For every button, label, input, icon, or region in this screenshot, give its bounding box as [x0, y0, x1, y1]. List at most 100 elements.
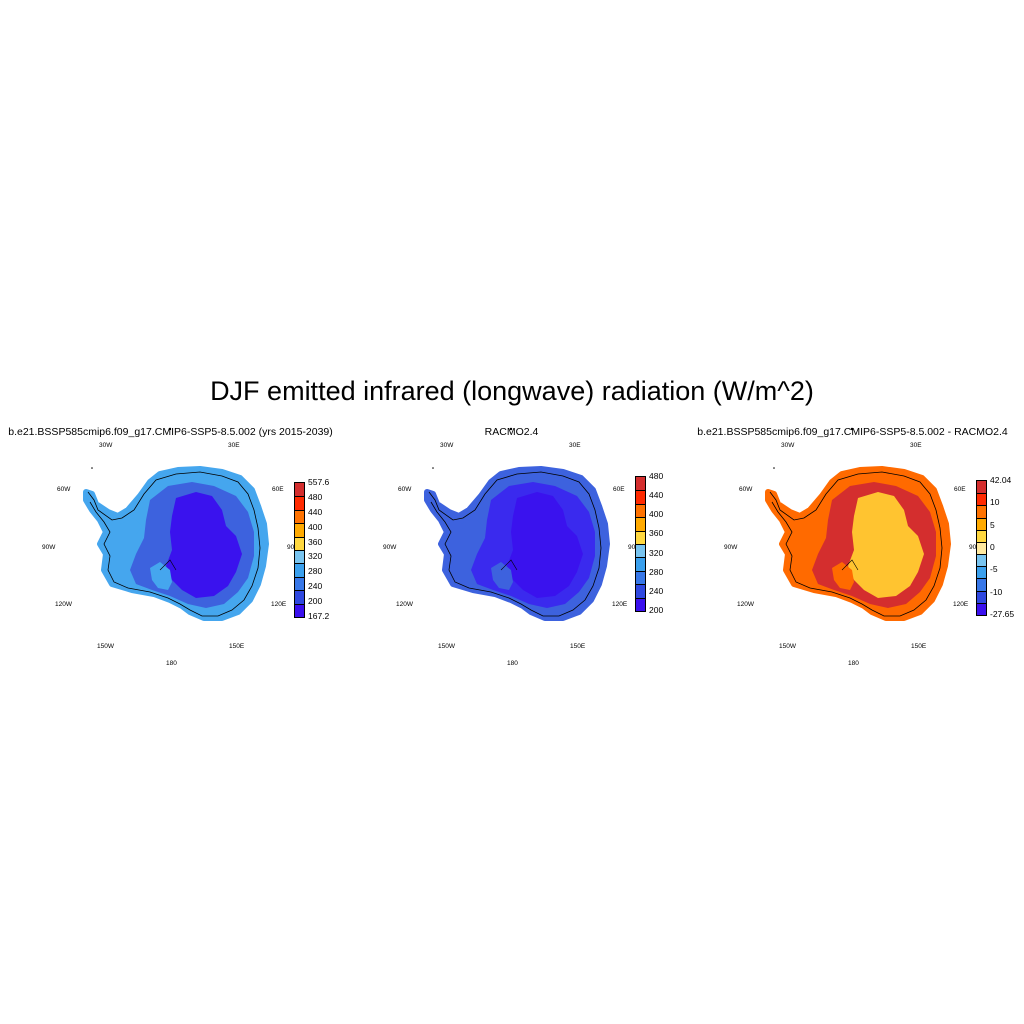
- colorbar-swatch: [635, 596, 646, 612]
- colorbar-swatch: [635, 476, 646, 492]
- colorbar-tick-label: 42.04: [990, 475, 1012, 485]
- ronne-ice-shelf: [120, 518, 142, 534]
- ross-ice-shelf: [150, 562, 172, 590]
- pole-marker: [168, 427, 172, 431]
- ronne-ice-shelf: [461, 518, 483, 534]
- lon-label-30e: 30E: [228, 442, 240, 449]
- colorbar-tick-label: 240: [649, 585, 664, 596]
- lon-label-90e: 90E: [628, 544, 640, 551]
- lon-label-120w: 120W: [737, 601, 754, 608]
- map-corner-marker: [773, 467, 775, 469]
- lon-label-120w: 120W: [55, 601, 72, 608]
- ross-ice-shelf: [491, 562, 513, 590]
- colorbar-swatch: [635, 583, 646, 599]
- lon-label-60w: 60W: [57, 486, 71, 493]
- lon-label-150e: 150E: [229, 643, 245, 650]
- colorbar-tick-label: 240: [308, 581, 323, 592]
- colorbar-swatch: [294, 602, 305, 618]
- colorbar-tick-label: 200: [649, 605, 664, 615]
- lon-label-90w: 90W: [42, 544, 56, 551]
- lon-label-60w: 60W: [398, 486, 412, 493]
- lon-label-30e: 30E: [569, 442, 581, 449]
- lon-label-150w: 150W: [779, 643, 796, 650]
- lon-label-150e: 150E: [911, 643, 927, 650]
- lon-label-30w: 30W: [99, 442, 113, 449]
- ronne-ice-shelf: [802, 518, 824, 534]
- colorbar-swatch: [294, 562, 305, 578]
- colorbar-tick-label: 440: [308, 506, 323, 517]
- colorbar-tick-label: 167.2: [308, 611, 330, 621]
- colorbar-tick-label: 10: [990, 497, 1000, 508]
- lon-label-180: 180: [166, 660, 177, 667]
- lon-label-120w: 120W: [396, 601, 413, 608]
- ice-sheet-interior-region: [848, 492, 924, 598]
- map-panel-model: b.e21.BSSP585cmip6.f09_g17.CMIP6-SSP5-8.…: [0, 420, 341, 670]
- antarctica-map: [424, 427, 610, 621]
- colorbar-tick-label: -27.65: [990, 609, 1015, 619]
- colorbar-swatch: [976, 492, 987, 507]
- lon-label-180: 180: [848, 660, 859, 667]
- colorbar-swatch: [976, 516, 987, 531]
- colorbar-swatch: [635, 489, 646, 505]
- colorbar-swatch: [294, 482, 305, 498]
- grounding-line: [159, 559, 177, 571]
- antarctica-map: [83, 427, 269, 621]
- map-corner-marker: [91, 467, 93, 469]
- colorbar-tick-label: 360: [649, 528, 664, 539]
- coastline: [87, 471, 261, 617]
- colorbar-swatch: [635, 543, 646, 559]
- colorbar-tick-label: 5: [990, 519, 995, 530]
- pole-marker: [850, 427, 854, 431]
- pole-marker: [509, 427, 513, 431]
- map-corner-marker: [432, 467, 434, 469]
- colorbar-swatch: [976, 540, 987, 556]
- lon-label-180: 180: [507, 660, 518, 667]
- colorbar-swatch: [294, 549, 305, 565]
- colorbar-tick-label: -5: [990, 564, 998, 575]
- lon-label-150w: 150W: [438, 643, 455, 650]
- lon-label-90e: 90E: [969, 544, 981, 551]
- colorbar-swatch: [294, 535, 305, 551]
- lon-label-30w: 30W: [781, 442, 795, 449]
- colorbar-tick-label: 480: [308, 491, 323, 502]
- figure-title: DJF emitted infrared (longwave) radiatio…: [210, 376, 814, 406]
- colorbar-tick-label: 400: [649, 509, 664, 520]
- ice-sheet-interior-region: [166, 492, 242, 598]
- colorbar-tick-label: 440: [649, 490, 664, 501]
- colorbar-tick-label: 200: [308, 596, 323, 607]
- colorbar-swatch: [976, 577, 987, 592]
- colorbar-swatch: [635, 502, 646, 519]
- lon-label-90w: 90W: [383, 544, 397, 551]
- lon-label-60e: 60E: [613, 486, 625, 493]
- colorbar-tick-label: 0: [990, 542, 995, 552]
- map-panel-difference: b.e21.BSSP585cmip6.f09_g17.CMIP6-SSP5-8.…: [682, 420, 1023, 670]
- colorbar-swatch: [976, 553, 987, 568]
- lon-label-30e: 30E: [910, 442, 922, 449]
- lon-label-60e: 60E: [954, 486, 966, 493]
- coastline: [769, 471, 943, 617]
- lon-label-30w: 30W: [440, 442, 454, 449]
- colorbar-tick-label: 280: [308, 566, 323, 577]
- antarctica-map: [765, 427, 951, 621]
- ross-ice-shelf: [832, 562, 854, 590]
- panel-title: b.e21.BSSP585cmip6.f09_g17.CMIP6-SSP5-8.…: [697, 426, 1008, 438]
- colorbar-swatch: [635, 556, 646, 572]
- colorbar-tick-label: 557.6: [308, 477, 330, 487]
- grounding-line: [500, 559, 518, 571]
- grounding-line: [841, 559, 859, 571]
- colorbar-swatch: [294, 575, 305, 592]
- colorbar-swatch: [976, 565, 987, 580]
- lon-label-90w: 90W: [724, 544, 738, 551]
- colorbar-tick-label: 320: [308, 551, 323, 562]
- colorbar-swatch: [294, 508, 305, 525]
- colorbar-tick-label: 400: [308, 521, 323, 532]
- colorbar-swatch: [976, 528, 987, 543]
- colorbar-swatch: [976, 504, 987, 519]
- ice-sheet-interior-region: [507, 492, 583, 598]
- lon-label-120e: 120E: [612, 601, 628, 608]
- coastline: [428, 471, 602, 617]
- lon-label-120e: 120E: [953, 601, 969, 608]
- panel-title: RACMO2.4: [484, 426, 539, 438]
- colorbar-tick-label: 320: [649, 547, 664, 558]
- colorbar-swatch: [294, 589, 305, 605]
